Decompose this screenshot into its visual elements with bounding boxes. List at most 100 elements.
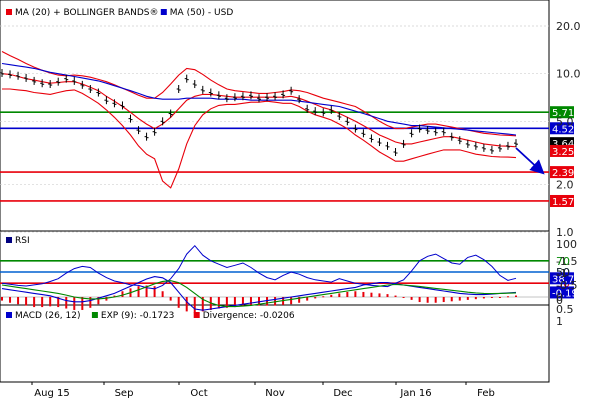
macd-divergence-bar <box>113 295 116 297</box>
macd-divergence-bar <box>290 297 293 305</box>
price-level-badge <box>550 106 574 119</box>
macd-divergence-bar <box>161 291 164 297</box>
macd-divergence-bar <box>89 297 92 308</box>
macd-divergence-bar <box>410 297 413 300</box>
macd-divergence-bar <box>145 285 148 297</box>
price-series-line <box>1 51 517 137</box>
macd-divergence-bar <box>33 297 36 308</box>
rsi-line <box>1 244 517 290</box>
legend-label: MA (50) - USD <box>170 8 234 18</box>
macd-divergence-bar <box>17 297 20 305</box>
price-level-badge <box>550 166 574 179</box>
macd-divergence-bar <box>105 297 108 301</box>
macd-divergence-bar <box>241 297 244 307</box>
legend-swatch <box>6 9 12 15</box>
series-lines <box>0 51 518 313</box>
macd-divergence-bar <box>266 297 269 306</box>
level-lines: 705030 <box>0 111 570 298</box>
price-level-badge <box>550 194 574 207</box>
legend-swatch <box>160 9 167 15</box>
macd-divergence-bar <box>121 291 124 297</box>
price-panel-frame <box>0 0 550 232</box>
macd-divergence-bar <box>233 297 236 308</box>
price-value-label: 3.25 <box>552 147 574 158</box>
macd-divergence-bar <box>73 297 76 310</box>
macd-divergence-bar <box>137 286 140 297</box>
macd-divergence-bar <box>498 297 501 298</box>
macd-divergence-bar <box>402 297 405 298</box>
legend-label: MACD (26, 12) <box>15 311 81 321</box>
macd-divergence-bar <box>49 297 52 307</box>
macd-tick-label: 1 <box>556 315 563 328</box>
macd-divergence-bar <box>1 297 3 301</box>
legend-label: MA (20) + BOLLINGER BANDS® <box>15 8 159 18</box>
month-label: Nov <box>265 388 285 399</box>
rsi-current-label: 38.73 <box>552 274 581 285</box>
macd-divergence-bar <box>177 297 180 308</box>
price-level-label: 2.39 <box>552 168 574 179</box>
month-label: Sep <box>115 388 134 399</box>
macd-divergence-bar <box>490 297 493 298</box>
macd-divergence-bar <box>65 297 68 309</box>
price-tick-label: 2.0 <box>556 178 574 191</box>
macd-divergence-bar <box>386 294 389 297</box>
macd-divergence-bar <box>346 291 349 297</box>
macd-tick-label: -1.5 <box>556 255 577 268</box>
macd-divergence-bar <box>458 297 461 301</box>
price-tick-label: 5.0 <box>556 115 574 128</box>
rsi-level-label: 70 <box>556 255 570 268</box>
macd-divergence-bar <box>298 297 301 303</box>
month-label: Feb <box>477 388 495 399</box>
macd-divergence-bar <box>426 297 429 303</box>
price-series-line <box>2 88 517 189</box>
legend-swatch <box>6 312 12 318</box>
rsi-tick-label: 0 <box>556 294 563 307</box>
price-level-label: 4.52 <box>552 124 574 135</box>
month-label: Oct <box>190 388 207 399</box>
macd-divergence-bar <box>185 297 188 312</box>
macd-divergence-bar <box>474 297 477 300</box>
value-badges: 5.71 4.52 2.39 1.57 3.643.25 38.73 -0.19 <box>550 106 581 299</box>
price-tick-label: 1.0 <box>556 226 574 239</box>
price-level-label: 5.71 <box>552 108 574 119</box>
macd-divergence-bar <box>515 295 517 297</box>
macd-tick-label: 0 <box>556 291 563 304</box>
macd-divergence-bar <box>362 291 365 297</box>
price-tick-label: 20.0 <box>556 20 581 33</box>
macd-divergence-bar <box>330 294 333 297</box>
legend-swatch <box>91 312 98 318</box>
macd-divergence-bar <box>217 297 220 309</box>
macd-divergence-bar <box>41 297 44 308</box>
rsi-tick-label: 50 <box>556 266 570 279</box>
rsi-current-badge <box>550 272 574 285</box>
macd-divergence-bar <box>249 297 252 306</box>
macd-divergence-bar <box>153 286 156 297</box>
forecast-arrow <box>515 147 545 175</box>
macd-divergence-bar <box>57 297 60 308</box>
macd-divergence-bar <box>201 297 204 312</box>
month-labels: Aug 15 Sep Oct Nov Dec Jan 16 Feb <box>31 382 495 399</box>
macd-divergence-bar <box>169 297 172 301</box>
month-label: Dec <box>333 388 352 399</box>
macd-divergence-bar <box>193 297 196 313</box>
macd-divergence-bar <box>314 297 317 299</box>
macd-divergence-bar <box>25 297 28 306</box>
macd-divergence-bar <box>306 297 309 301</box>
macd-divergence-bar <box>506 296 509 298</box>
macd-divergence-bar <box>354 291 357 297</box>
macd-line <box>1 276 517 311</box>
macd-tick-label: -0.5 <box>556 279 577 292</box>
grid-lines <box>0 25 549 233</box>
macd-divergence-bar <box>418 297 421 303</box>
macd-divergence-bar <box>394 295 397 297</box>
macd-tick-label: -1 <box>556 267 567 280</box>
price-level-badge <box>550 122 574 135</box>
macd-divergence-bar <box>450 297 453 302</box>
price-value-label: 3.64 <box>552 139 574 150</box>
price-tick-label: 10.0 <box>556 68 581 81</box>
legends: MA (20) + BOLLINGER BANDS® MA (50) - USD R… <box>6 8 295 321</box>
month-label: Jan 16 <box>399 388 431 399</box>
month-label: Aug 15 <box>34 388 69 399</box>
macd-divergence-bar <box>322 296 325 298</box>
